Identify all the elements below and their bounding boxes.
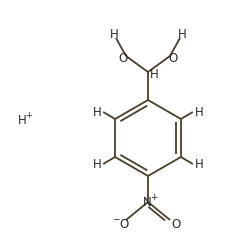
Text: −: − bbox=[112, 214, 119, 223]
Text: +: + bbox=[25, 112, 32, 120]
Text: +: + bbox=[150, 193, 157, 201]
Text: H: H bbox=[194, 158, 202, 170]
Text: H: H bbox=[92, 158, 101, 170]
Text: H: H bbox=[194, 106, 202, 119]
Text: N: N bbox=[142, 196, 151, 209]
Text: H: H bbox=[149, 68, 158, 81]
Text: O: O bbox=[118, 53, 127, 66]
Text: O: O bbox=[168, 53, 177, 66]
Text: H: H bbox=[109, 27, 118, 40]
Text: H: H bbox=[92, 106, 101, 119]
Text: O: O bbox=[171, 217, 180, 230]
Text: O: O bbox=[119, 217, 128, 230]
Text: H: H bbox=[177, 27, 185, 40]
Text: H: H bbox=[17, 114, 26, 127]
